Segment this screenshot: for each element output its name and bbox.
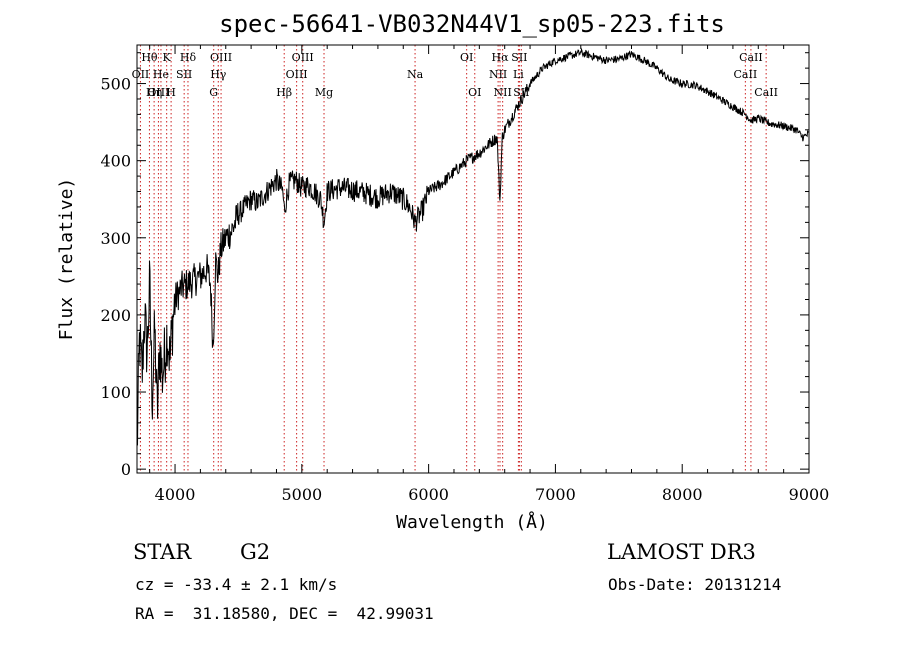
object-subclass: G2: [240, 540, 271, 564]
survey-release: LAMOST DR3: [607, 540, 756, 564]
line-label: Li: [513, 68, 524, 81]
chart-title: spec-56641-VB032N44V1_sp05-223.fits: [219, 10, 725, 38]
line-label: OIII: [286, 68, 308, 81]
line-label: He: [153, 68, 169, 81]
spectral-line-labels: Hθ OII OIII He Hη K H Hδ SII OIII Hγ G Hβ OIII OIII Mg N…: [132, 51, 778, 99]
line-label: OIII: [292, 51, 314, 64]
line-label: CaII: [754, 86, 778, 99]
line-label: OIII: [147, 86, 169, 99]
line-label: SII: [511, 51, 527, 64]
line-label: NII: [489, 68, 507, 81]
y-tick-label: 0: [121, 460, 131, 479]
spectrum-layer: [136, 47, 810, 446]
line-label: Hδ: [180, 51, 197, 64]
line-label: CaII: [734, 68, 758, 81]
y-tick-label: 100: [100, 383, 131, 402]
object-class: STAR: [133, 540, 192, 564]
y-tick-label: 200: [100, 306, 131, 325]
coordinates: RA = 31.18580, DEC = 42.99031: [135, 604, 434, 623]
line-label: Hβ: [276, 86, 292, 99]
x-tick-label: 5000: [281, 485, 322, 504]
line-label: SII: [513, 86, 529, 99]
line-label: H: [166, 86, 176, 99]
x-tick-label: 9000: [789, 485, 830, 504]
line-label: OI: [468, 86, 481, 99]
observation-date: Obs-Date: 20131214: [608, 575, 782, 594]
x-axis-label: Wavelength (Å): [396, 511, 548, 533]
line-label: K: [163, 51, 172, 64]
y-tick-label: 300: [100, 229, 131, 248]
redshift-velocity: cz = -33.4 ± 2.1 km/s: [135, 575, 338, 594]
line-label: SII: [176, 68, 192, 81]
y-axis-label: Flux (relative): [56, 178, 77, 341]
line-label: Hθ: [141, 51, 158, 64]
x-tick-label: 7000: [535, 485, 576, 504]
y-tick-label: 500: [100, 75, 131, 94]
plot-frame: [136, 44, 810, 474]
spectral-line-markers: [139, 45, 767, 473]
line-label: OII: [132, 68, 150, 81]
line-label: Mg: [315, 86, 333, 99]
spectrum-line: [136, 47, 810, 446]
y-tick-label: 400: [100, 152, 131, 171]
x-tick-label: 6000: [408, 485, 449, 504]
x-tick-label: 4000: [155, 485, 196, 504]
line-label: CaII: [739, 51, 763, 64]
x-tick-label: 8000: [662, 485, 703, 504]
line-label: OI: [460, 51, 473, 64]
line-label: G: [209, 86, 218, 99]
line-label: NII: [494, 86, 512, 99]
line-label: OIII: [210, 51, 232, 64]
axis-ticks: 4000 5000 6000 7000 8000 9000 0 100 200 300 400 500: [100, 45, 829, 504]
line-label: Hγ: [210, 68, 227, 81]
line-label: Hα: [491, 51, 509, 64]
line-label: Hη: [146, 86, 162, 99]
line-label: Na: [407, 68, 424, 81]
